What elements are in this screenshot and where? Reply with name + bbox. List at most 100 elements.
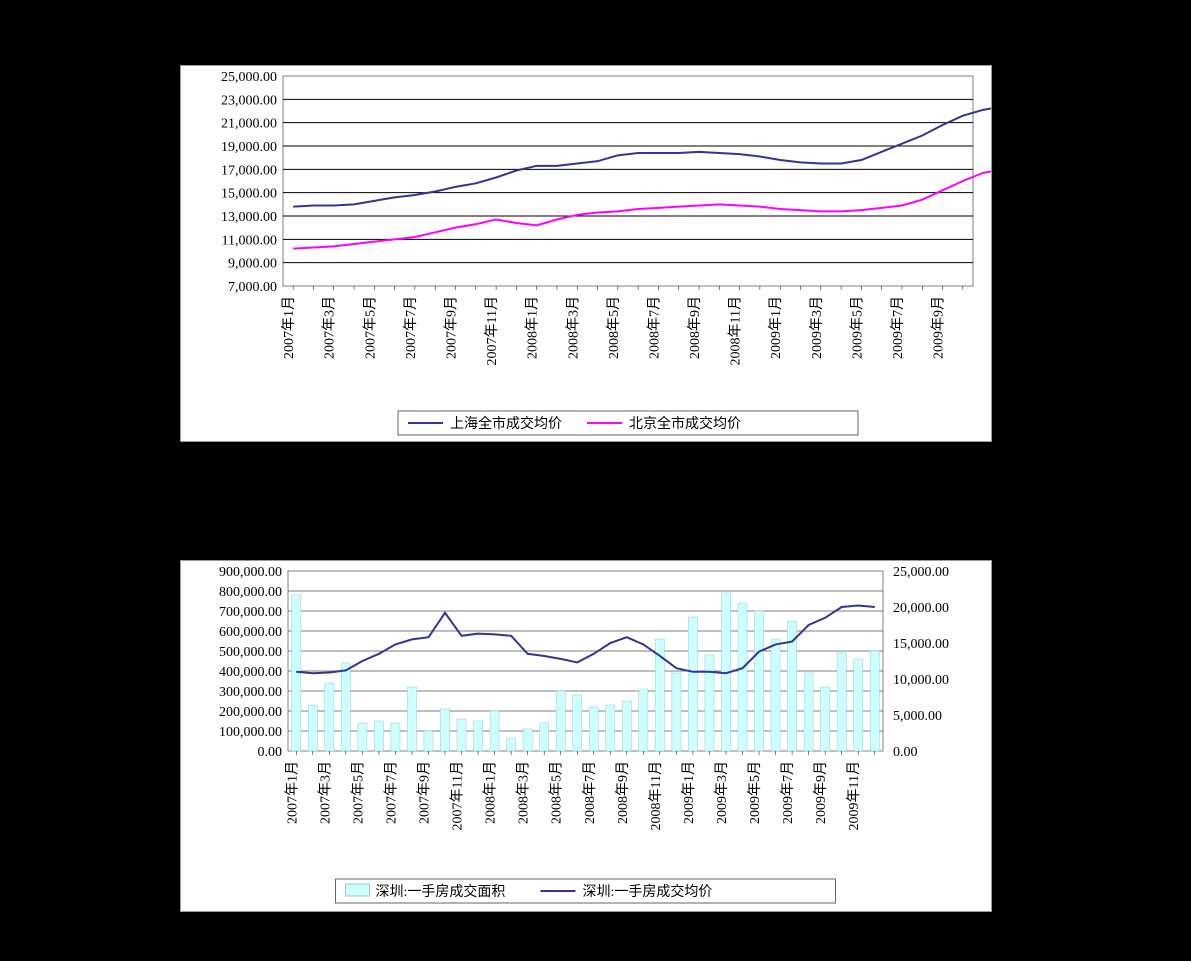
bar-shenzhen-area [754,611,763,751]
chart2-container: 0.00 100,000.00 200,000.00 300,000.00 400,00… [180,560,992,912]
x-tick-label: 2007年3月 [317,761,333,824]
y-left-tick-label: 900,000.00 [219,565,282,580]
bar-shenzhen-area [804,673,813,751]
x-tick-label: 2007年1月 [284,761,300,824]
bar-shenzhen-area [854,659,863,751]
bar-shenzhen-area [358,723,367,751]
y-right-tick-label: 10,000.00 [893,673,949,688]
bar-shenzhen-area [308,705,317,751]
y-right-tick-label: 25,000.00 [893,565,949,580]
bar-shenzhen-area [424,731,433,751]
y-left-tick-label: 400,000.00 [219,665,282,680]
x-tick-label: 2008年7月 [646,296,662,359]
y-tick-label: 7,000.00 [228,280,277,295]
x-tick-label: 2008年5月 [549,761,565,824]
y-tick-label: 11,000.00 [222,233,277,248]
x-tick-label: 2007年7月 [403,296,419,359]
y-left-tick-label: 300,000.00 [219,685,282,700]
bar-shenzhen-area [771,639,780,751]
x-tick-label: 2009年9月 [931,296,947,359]
x-tick-label: 2009年3月 [714,761,730,824]
x-tick-label: 2009年9月 [813,761,829,824]
y-right-tick-label: 0.00 [893,745,918,760]
x-tick-label: 2008年11月 [648,761,664,830]
legend-label-shenzhen-area: 深圳:一手房成交面积 [376,883,506,900]
x-tick-label: 2007年7月 [383,761,399,824]
y-left-tick-label: 100,000.00 [219,725,282,740]
y-tick-label: 25,000.00 [221,70,277,85]
y-tick-label: 17,000.00 [221,163,277,178]
bar-shenzhen-area [556,691,565,751]
bar-shenzhen-area [639,689,648,751]
bar-shenzhen-area [573,695,582,751]
x-tick-label: 2008年1月 [483,761,499,824]
x-tick-label: 2007年11月 [450,761,466,830]
bar-shenzhen-area [440,709,449,751]
legend-label-shenzhen-price: 深圳:一手房成交均价 [583,883,713,900]
x-tick-label: 2007年9月 [416,761,432,824]
bar-shenzhen-area [672,673,681,751]
bar-shenzhen-area [738,603,747,751]
bar-shenzhen-area [407,687,416,751]
bar-shenzhen-area [688,617,697,751]
x-tick-label: 2008年3月 [565,296,581,359]
bar-shenzhen-area [821,687,830,751]
x-tick-label: 2009年7月 [780,761,796,824]
y-left-tick-label: 800,000.00 [219,585,282,600]
x-tick-label: 2007年1月 [281,296,297,359]
chart1-svg: 7,000.00 9,000.00 11,000.00 13,000.00 15,000… [181,66,991,441]
x-tick-label: 2008年3月 [516,761,532,824]
y-left-tick-label: 200,000.00 [219,705,282,720]
y-left-tick-label: 700,000.00 [219,605,282,620]
y-right-tick-label: 15,000.00 [893,637,949,652]
y-left-tick-label: 600,000.00 [219,625,282,640]
chart1-container: 7,000.00 9,000.00 11,000.00 13,000.00 15,000… [180,65,992,442]
x-tick-label: 2009年11月 [846,761,862,830]
x-tick-label: 2007年3月 [322,296,338,359]
y-left-tick-label: 0.00 [258,745,283,760]
x-tick-label: 2009年5月 [747,761,763,824]
bar-shenzhen-area [391,723,400,751]
bar-shenzhen-area [837,653,846,751]
y-tick-label: 13,000.00 [221,210,277,225]
x-tick-label: 2009年5月 [849,296,865,359]
bar-shenzhen-area [589,707,598,751]
y-right-tick-label: 5,000.00 [893,709,942,724]
legend-label-beijing: 北京全市成交均价 [629,415,741,432]
bar-shenzhen-area [490,711,499,751]
bar-shenzhen-area [523,729,532,751]
bar-shenzhen-area [540,723,549,751]
x-tick-label: 2008年7月 [582,761,598,824]
x-tick-label: 2008年9月 [615,761,631,824]
bar-shenzhen-area [606,705,615,751]
x-tick-label: 2008年11月 [728,296,744,365]
legend-swatch-shenzhen-area [346,884,370,896]
y-left-tick-label: 500,000.00 [219,645,282,660]
x-tick-label: 2009年1月 [768,296,784,359]
bar-shenzhen-area [341,663,350,751]
y-tick-label: 15,000.00 [221,187,277,202]
y-tick-label: 21,000.00 [221,117,277,132]
y-tick-label: 19,000.00 [221,140,277,155]
x-tick-label: 2007年5月 [362,296,378,359]
y-right-tick-label: 20,000.00 [893,601,949,616]
legend-label-shanghai: 上海全市成交均价 [450,415,562,432]
x-tick-label: 2009年7月 [890,296,906,359]
x-tick-label: 2007年5月 [350,761,366,824]
x-tick-label: 2009年3月 [809,296,825,359]
bar-shenzhen-area [507,738,516,751]
bar-shenzhen-area [325,683,334,751]
bar-shenzhen-area [457,719,466,751]
x-tick-label: 2008年9月 [687,296,703,359]
y-tick-label: 23,000.00 [221,93,277,108]
x-tick-label: 2008年5月 [606,296,622,359]
y-tick-label: 9,000.00 [228,257,277,272]
x-tick-label: 2008年1月 [525,296,541,359]
bar-shenzhen-area [705,655,714,751]
bar-shenzhen-area [474,721,483,751]
x-tick-label: 2007年11月 [484,296,500,365]
bar-shenzhen-area [870,651,879,751]
x-tick-label: 2007年9月 [444,296,460,359]
x-tick-label: 2009年1月 [681,761,697,824]
bar-shenzhen-area [374,721,383,751]
